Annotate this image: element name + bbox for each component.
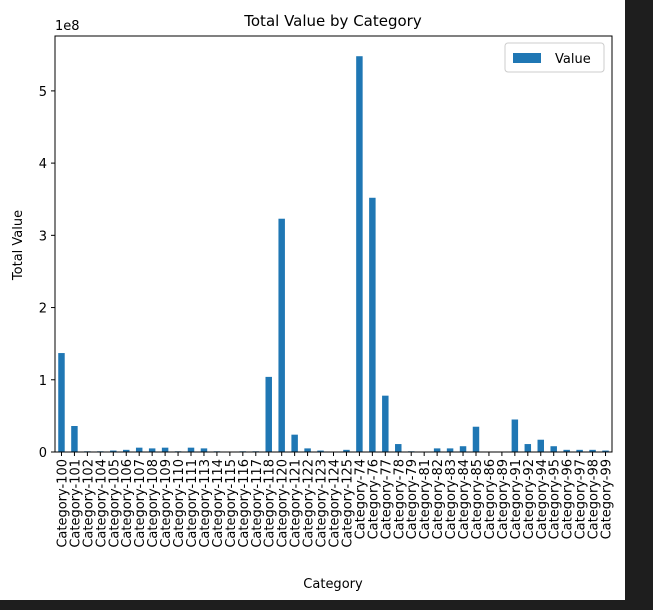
bar — [110, 450, 117, 452]
bar — [472, 426, 480, 452]
bar — [291, 434, 298, 452]
bar — [602, 450, 609, 452]
bar — [317, 450, 324, 452]
y-offset-label: 1e8 — [55, 19, 80, 34]
x-tick-label: Category-89 — [496, 459, 511, 539]
x-tick-label: Category-94 — [535, 459, 550, 539]
legend-box — [504, 42, 605, 73]
legend-swatch — [513, 53, 541, 63]
figure — [0, 0, 625, 600]
y-axis-label: Total Value — [11, 210, 26, 281]
bar — [187, 447, 195, 452]
x-tick-label: Category-106 — [120, 459, 135, 548]
x-tick-label: Category-99 — [600, 459, 615, 539]
x-tick-label: Category-124 — [328, 459, 343, 548]
x-tick-label: Category-81 — [418, 459, 433, 539]
bar — [369, 197, 376, 452]
bar — [343, 449, 350, 452]
bar — [524, 444, 532, 452]
x-tick-label: Category-96 — [561, 459, 576, 539]
x-tick-label: Category-77 — [379, 459, 394, 539]
bar — [200, 448, 208, 452]
x-tick-label: Category-110 — [172, 459, 187, 548]
bar — [563, 449, 570, 452]
x-tick-label: Category-113 — [198, 459, 213, 548]
bar — [123, 449, 130, 452]
x-tick-label: Category-82 — [431, 459, 446, 539]
x-tick-label: Category-74 — [353, 459, 368, 539]
x-tick-label: Category-76 — [366, 459, 381, 539]
bar — [356, 56, 363, 452]
bar — [58, 353, 65, 452]
x-tick-label: Category-91 — [509, 459, 524, 539]
y-tick-label: 5 — [39, 85, 47, 100]
bar — [278, 218, 285, 452]
x-tick-label: Category-108 — [146, 459, 161, 548]
x-tick-label: Category-120 — [276, 459, 291, 548]
x-tick-label: Category-98 — [587, 459, 602, 539]
x-tick-label: Category-121 — [289, 459, 304, 548]
bar — [395, 444, 402, 452]
x-tick-label: Category-84 — [457, 459, 472, 539]
x-tick-label: Category-100 — [55, 459, 70, 548]
y-tick-label: 2 — [39, 302, 47, 317]
x-tick-label: Category-97 — [574, 459, 589, 539]
bar — [459, 446, 467, 452]
x-tick-label: Category-95 — [548, 459, 563, 539]
x-tick-label: Category-78 — [392, 459, 407, 539]
bar — [433, 448, 441, 452]
x-tick-label: Category-79 — [405, 459, 420, 539]
x-tick-label: Category-123 — [315, 459, 330, 548]
x-tick-label: Category-104 — [94, 459, 109, 548]
bar — [304, 448, 311, 452]
x-tick-label: Category-115 — [224, 459, 239, 548]
y-tick-label: 1 — [39, 374, 47, 389]
x-tick-label: Category-102 — [81, 459, 96, 548]
bar — [71, 426, 78, 452]
y-tick-label: 0 — [39, 446, 47, 461]
x-tick-label: Category-86 — [483, 459, 498, 539]
y-tick-label: 4 — [39, 157, 47, 172]
x-axis-label: Category — [303, 577, 363, 592]
bar — [265, 376, 272, 452]
bar — [537, 439, 544, 452]
x-tick-label: Category-116 — [237, 459, 252, 548]
bar — [135, 447, 143, 452]
x-tick-label: Category-117 — [250, 459, 265, 548]
bar — [148, 448, 156, 452]
x-tick-label: Category-83 — [444, 459, 459, 539]
bar — [161, 447, 169, 452]
bar — [382, 395, 389, 452]
legend-label: Value — [555, 52, 591, 67]
x-tick-label: Category-125 — [340, 459, 355, 548]
x-tick-label: Category-122 — [302, 459, 317, 548]
x-tick-label: Category-85 — [470, 459, 485, 539]
bar — [589, 449, 596, 452]
bar — [576, 449, 583, 452]
x-tick-label: Category-118 — [263, 459, 278, 548]
bar — [446, 448, 454, 452]
axes-frame — [54, 35, 613, 453]
bar — [511, 419, 519, 452]
x-tick-label: Category-114 — [211, 459, 226, 548]
x-tick-label: Category-105 — [107, 459, 122, 548]
x-tick-label: Category-109 — [159, 459, 174, 548]
x-tick-label: Category-92 — [522, 459, 537, 539]
x-tick-label: Category-107 — [133, 459, 148, 548]
x-tick-label: Category-111 — [185, 459, 200, 548]
x-tick-label: Category-101 — [68, 459, 83, 548]
bar — [550, 446, 557, 452]
chart-title: Total Value by Category — [243, 12, 422, 30]
y-tick-label: 3 — [39, 229, 47, 244]
